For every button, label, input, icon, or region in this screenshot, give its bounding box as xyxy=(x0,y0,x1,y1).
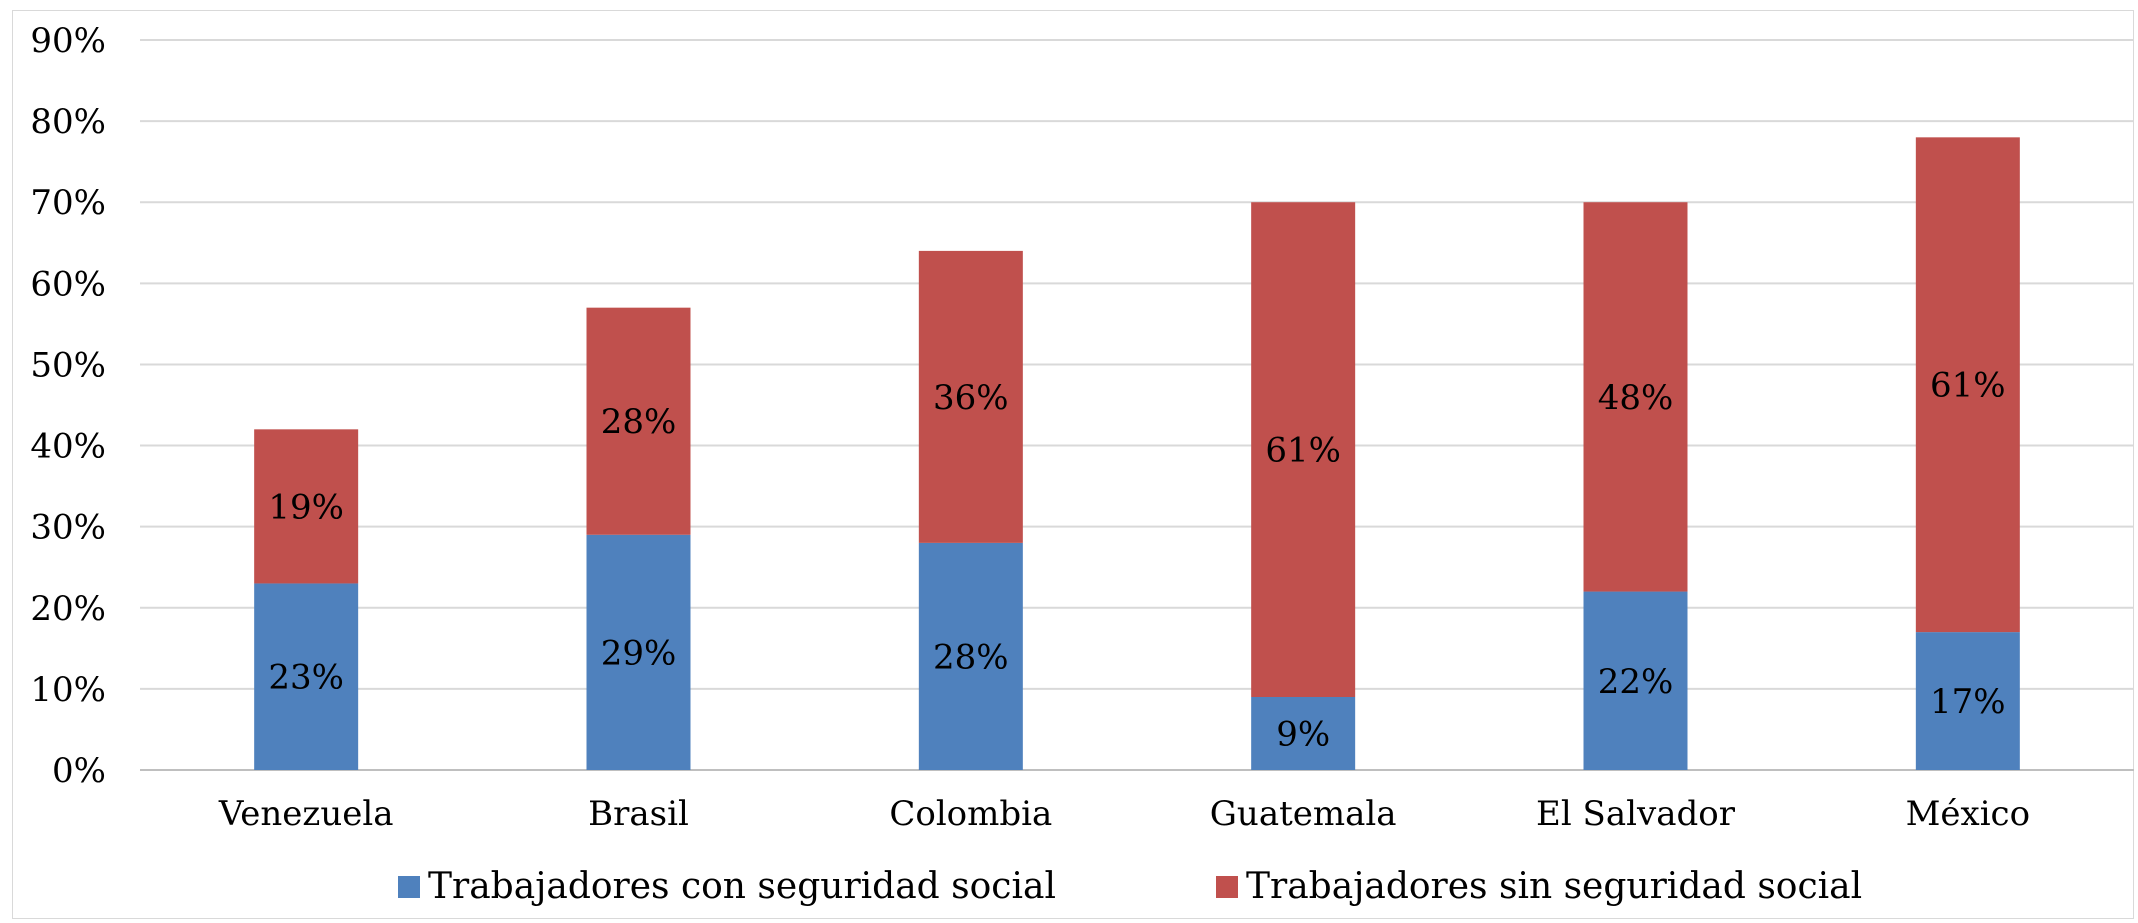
data-label: 61% xyxy=(1265,431,1341,471)
data-label: 28% xyxy=(601,402,677,442)
y-tick-label: 50% xyxy=(30,345,106,385)
y-tick-label: 90% xyxy=(30,21,106,61)
chart-frame xyxy=(12,10,2134,919)
y-tick-label: 30% xyxy=(30,508,106,548)
legend-swatch xyxy=(398,876,420,898)
legend-label: Trabajadores sin seguridad social xyxy=(1246,866,1862,907)
bar-without-social-security xyxy=(1251,202,1356,697)
x-tick-label: El Salvador xyxy=(1536,794,1736,834)
bar-without-social-security xyxy=(1583,202,1688,592)
x-tick-label: Colombia xyxy=(889,794,1052,834)
bar-with-social-security xyxy=(918,542,1023,770)
data-label: 28% xyxy=(933,637,1009,677)
y-tick-label: 20% xyxy=(30,589,106,629)
bar-without-social-security xyxy=(254,429,359,584)
data-label: 48% xyxy=(1598,378,1674,418)
legend: Trabajadores con seguridad social Trabaja… xyxy=(398,866,1862,907)
data-labels: 23% 19% 29% 28% 28% 36% 9% 61% 22% 48% 17% 61% xyxy=(268,366,2005,755)
data-label: 19% xyxy=(268,487,344,527)
y-tick-label: 80% xyxy=(30,102,106,142)
data-label: 22% xyxy=(1598,662,1674,702)
x-tick-label: México xyxy=(1906,794,2031,834)
data-label: 9% xyxy=(1276,715,1330,755)
data-label: 17% xyxy=(1930,682,2006,722)
y-tick-label: 70% xyxy=(30,183,106,223)
data-label: 29% xyxy=(601,633,677,673)
bar-with-social-security xyxy=(1251,697,1356,770)
bars xyxy=(254,137,2020,770)
bar-with-social-security xyxy=(586,534,691,770)
gridlines xyxy=(140,39,2134,771)
y-tick-label: 40% xyxy=(30,427,106,467)
data-label: 23% xyxy=(268,658,344,698)
y-tick-label: 10% xyxy=(30,670,106,710)
legend-label: Trabajadores con seguridad social xyxy=(428,866,1056,907)
bar-with-social-security xyxy=(1583,591,1688,770)
bar-with-social-security xyxy=(254,583,359,770)
legend-swatch xyxy=(1216,876,1238,898)
x-axis-ticks: Venezuela Brasil Colombia Guatemala El Salva… xyxy=(218,794,2030,834)
x-tick-label: Brasil xyxy=(588,794,689,834)
y-tick-label: 0% xyxy=(52,751,106,791)
y-axis-ticks: 0% 10% 20% 30% 40% 50% 60% 70% 80% 90% xyxy=(30,21,106,791)
bar-with-social-security xyxy=(1915,632,2020,770)
data-label: 36% xyxy=(933,378,1009,418)
data-label: 61% xyxy=(1930,366,2006,406)
bar-without-social-security xyxy=(1915,137,2020,633)
bar-without-social-security xyxy=(586,307,691,535)
x-tick-label: Venezuela xyxy=(218,794,394,834)
y-tick-label: 60% xyxy=(30,264,106,304)
bar-without-social-security xyxy=(918,250,1023,543)
x-tick-label: Guatemala xyxy=(1210,794,1397,834)
